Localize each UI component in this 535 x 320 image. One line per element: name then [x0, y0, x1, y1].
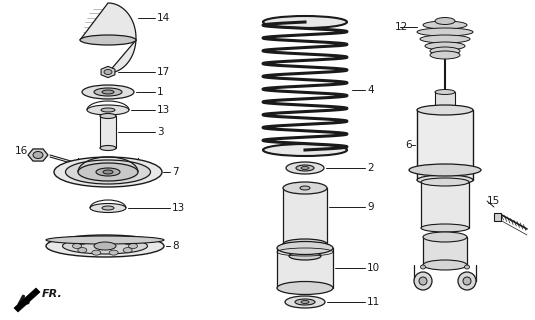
- Ellipse shape: [78, 248, 87, 252]
- Text: FR.: FR.: [42, 289, 63, 299]
- Text: 14: 14: [157, 13, 170, 23]
- Ellipse shape: [82, 85, 134, 99]
- Bar: [423, 237, 467, 265]
- Ellipse shape: [102, 90, 114, 94]
- Polygon shape: [283, 244, 327, 256]
- Bar: [100, 116, 116, 148]
- Ellipse shape: [423, 232, 467, 242]
- Ellipse shape: [421, 178, 469, 186]
- Ellipse shape: [63, 238, 148, 254]
- Text: 8: 8: [172, 241, 179, 251]
- Ellipse shape: [435, 108, 455, 113]
- Ellipse shape: [94, 88, 122, 96]
- Ellipse shape: [289, 252, 321, 260]
- Ellipse shape: [283, 239, 327, 249]
- Ellipse shape: [128, 244, 137, 249]
- Ellipse shape: [300, 186, 310, 190]
- Ellipse shape: [430, 51, 460, 59]
- Text: 9: 9: [367, 202, 373, 212]
- Ellipse shape: [54, 157, 162, 187]
- Text: 11: 11: [367, 297, 380, 307]
- Text: 16: 16: [15, 146, 28, 156]
- Ellipse shape: [301, 300, 309, 303]
- Text: 2: 2: [367, 163, 373, 173]
- Polygon shape: [14, 288, 40, 312]
- Ellipse shape: [263, 16, 347, 28]
- Ellipse shape: [46, 236, 164, 244]
- Ellipse shape: [283, 182, 327, 194]
- Ellipse shape: [78, 239, 87, 244]
- Ellipse shape: [296, 165, 314, 171]
- Ellipse shape: [101, 108, 115, 112]
- Text: 1: 1: [157, 87, 164, 97]
- Text: 10: 10: [367, 263, 380, 273]
- Text: 15: 15: [487, 196, 500, 206]
- Ellipse shape: [435, 18, 455, 25]
- Ellipse shape: [421, 265, 425, 269]
- Text: 4: 4: [367, 85, 373, 95]
- Ellipse shape: [123, 248, 132, 252]
- Ellipse shape: [417, 175, 473, 185]
- Ellipse shape: [419, 277, 427, 285]
- Ellipse shape: [103, 170, 113, 174]
- Ellipse shape: [463, 277, 471, 285]
- Ellipse shape: [109, 237, 118, 242]
- Ellipse shape: [414, 272, 432, 290]
- Ellipse shape: [90, 204, 126, 212]
- Ellipse shape: [423, 260, 467, 270]
- Ellipse shape: [94, 242, 116, 250]
- Ellipse shape: [33, 151, 43, 158]
- Ellipse shape: [423, 21, 467, 29]
- Ellipse shape: [420, 35, 470, 43]
- Ellipse shape: [46, 235, 164, 257]
- Ellipse shape: [285, 296, 325, 308]
- Text: 6: 6: [406, 140, 412, 150]
- Bar: [421, 182, 469, 228]
- Bar: [435, 92, 455, 110]
- Ellipse shape: [409, 164, 481, 176]
- Ellipse shape: [286, 162, 324, 174]
- Text: 12: 12: [395, 22, 408, 32]
- Text: 7: 7: [172, 167, 179, 177]
- Ellipse shape: [295, 299, 315, 305]
- Ellipse shape: [78, 163, 138, 181]
- Ellipse shape: [301, 166, 309, 170]
- Ellipse shape: [92, 250, 101, 255]
- Ellipse shape: [263, 144, 347, 156]
- Ellipse shape: [80, 35, 136, 45]
- Ellipse shape: [92, 237, 101, 242]
- Bar: [417, 110, 473, 180]
- Ellipse shape: [435, 90, 455, 94]
- Text: 13: 13: [157, 105, 170, 115]
- Ellipse shape: [96, 168, 120, 176]
- Text: 17: 17: [157, 67, 170, 77]
- Ellipse shape: [100, 114, 116, 118]
- Text: 3: 3: [157, 127, 164, 137]
- Ellipse shape: [417, 28, 473, 36]
- Bar: [277, 248, 333, 288]
- Ellipse shape: [73, 244, 81, 249]
- Ellipse shape: [277, 282, 333, 294]
- Ellipse shape: [100, 146, 116, 150]
- Ellipse shape: [102, 206, 114, 210]
- Polygon shape: [101, 67, 115, 78]
- Bar: [494, 213, 501, 221]
- Bar: [283, 188, 327, 244]
- Ellipse shape: [458, 272, 476, 290]
- Polygon shape: [80, 3, 136, 73]
- Ellipse shape: [65, 160, 150, 184]
- Ellipse shape: [87, 105, 129, 115]
- Ellipse shape: [123, 239, 132, 244]
- Polygon shape: [28, 149, 48, 161]
- Ellipse shape: [421, 224, 469, 232]
- Ellipse shape: [109, 250, 118, 255]
- Ellipse shape: [277, 242, 333, 254]
- Ellipse shape: [425, 42, 465, 50]
- Ellipse shape: [430, 47, 460, 55]
- Text: 13: 13: [172, 203, 185, 213]
- Ellipse shape: [464, 265, 470, 269]
- Ellipse shape: [417, 105, 473, 115]
- Ellipse shape: [104, 69, 112, 75]
